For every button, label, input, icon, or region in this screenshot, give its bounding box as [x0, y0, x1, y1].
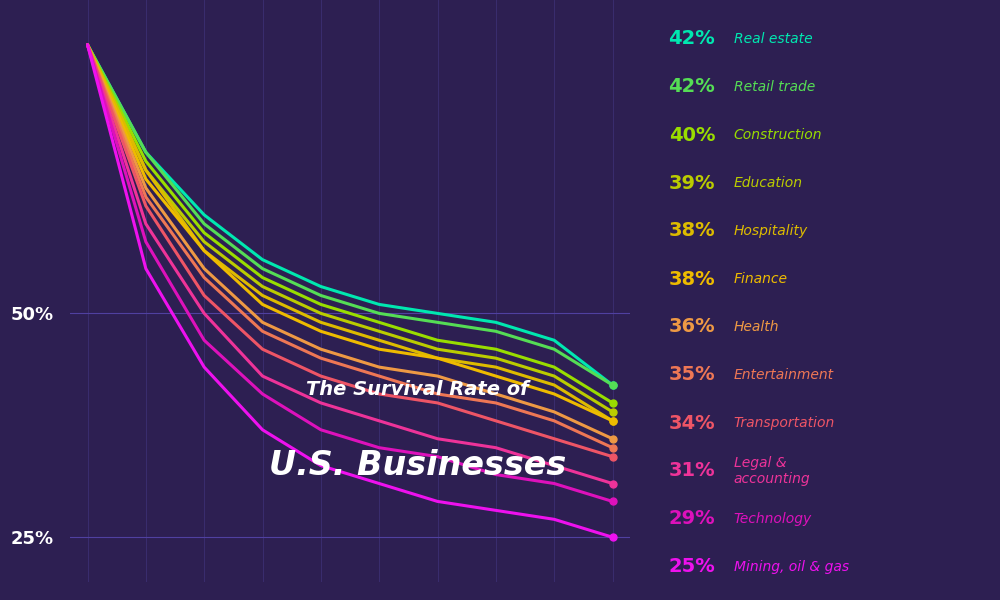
Text: 29%: 29%: [669, 509, 715, 529]
Text: 36%: 36%: [669, 317, 715, 337]
Text: 40%: 40%: [669, 125, 715, 145]
Text: Entertainment: Entertainment: [734, 368, 834, 382]
Text: U.S. Businesses: U.S. Businesses: [269, 449, 566, 482]
Text: Retail trade: Retail trade: [734, 80, 815, 94]
Text: 34%: 34%: [669, 413, 715, 433]
Text: 25%: 25%: [669, 557, 715, 577]
Text: Real estate: Real estate: [734, 32, 812, 46]
Text: 35%: 35%: [669, 365, 715, 385]
Text: Mining, oil & gas: Mining, oil & gas: [734, 560, 849, 574]
Text: Health: Health: [734, 320, 779, 334]
Text: Finance: Finance: [734, 272, 788, 286]
Text: The Survival Rate of: The Survival Rate of: [306, 380, 529, 400]
Text: 42%: 42%: [669, 77, 715, 97]
Text: 38%: 38%: [669, 269, 715, 289]
Text: Legal &
accounting: Legal & accounting: [734, 456, 810, 486]
Text: Education: Education: [734, 176, 803, 190]
Text: Construction: Construction: [734, 128, 822, 142]
Text: 38%: 38%: [669, 221, 715, 241]
Text: Hospitality: Hospitality: [734, 224, 808, 238]
Text: Transportation: Transportation: [734, 416, 835, 430]
Text: 42%: 42%: [669, 29, 715, 49]
Text: 39%: 39%: [669, 173, 715, 193]
Text: 31%: 31%: [669, 461, 715, 481]
Text: Technology: Technology: [734, 512, 812, 526]
